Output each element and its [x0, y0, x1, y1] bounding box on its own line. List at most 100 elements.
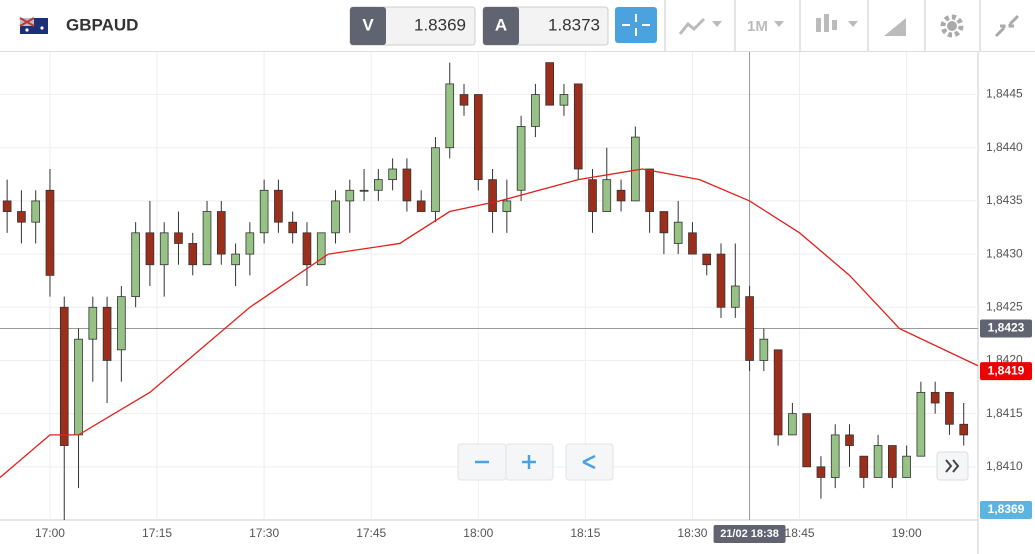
timeframe-button[interactable]: 1M: [747, 18, 784, 35]
candle-body: [688, 232, 697, 255]
crosshair-button[interactable]: [615, 7, 657, 43]
candle-body: [816, 466, 826, 478]
candle-body: [202, 211, 212, 266]
candle-body: [659, 211, 669, 234]
candle-body: [2, 200, 12, 212]
y-tick-label: 1,8415: [986, 406, 1023, 420]
ask-price: 1.8373: [548, 15, 600, 34]
flag: [19, 17, 48, 34]
candle-body: [359, 189, 369, 192]
candle-body: [902, 455, 911, 478]
bid-tag: [980, 501, 1032, 519]
x-tick-label: 18:30: [677, 526, 707, 540]
candle-body: [245, 232, 255, 255]
candle-body: [773, 349, 783, 436]
candle-body: [859, 455, 869, 478]
candle-body: [74, 338, 83, 436]
candle-body: [531, 94, 540, 127]
candle-body: [345, 189, 355, 202]
y-tick-label: 1,8410: [986, 459, 1023, 473]
bid-price: 1.8369: [414, 15, 466, 34]
candle-body: [573, 83, 583, 170]
chart: 1,84101,84151,84201,84251,84301,84351,84…: [0, 52, 1032, 554]
candle-body: [188, 243, 198, 266]
draw-button[interactable]: [884, 18, 906, 36]
candle-body: [131, 232, 140, 298]
candle-body: [374, 179, 383, 191]
x-tick-label: 19:00: [892, 526, 922, 540]
candle-body: [588, 179, 597, 212]
candle-body: [930, 391, 940, 404]
candle-body: [616, 189, 626, 202]
time-tag-label: 21/02 18:38: [720, 528, 779, 540]
candle-body: [559, 94, 569, 106]
candle-body: [516, 126, 526, 191]
candle-body: [388, 168, 397, 181]
zoom-out[interactable]: [457, 443, 507, 481]
ask-label-box: [483, 7, 519, 45]
candle-body: [102, 306, 112, 361]
x-tick-label: 17:30: [249, 526, 279, 540]
candle-style-button[interactable]: [816, 14, 858, 32]
y-tick-label: 1,8440: [986, 140, 1023, 154]
symbol: GBPAUD: [66, 15, 138, 34]
x-tick-label: 18:00: [463, 526, 493, 540]
price-tag-label: 1,8423: [988, 321, 1025, 335]
x-tick-label: 18:45: [785, 526, 815, 540]
candle-body: [502, 200, 512, 212]
chart-type-button[interactable]: [678, 17, 722, 35]
candle-body: [331, 200, 340, 234]
candle-body: [873, 445, 883, 478]
candle-body: [45, 189, 55, 276]
candle-body: [259, 189, 269, 234]
candle-body: [730, 285, 740, 308]
ask-label: A: [495, 15, 507, 34]
price-tag-label: 1,8419: [988, 363, 1025, 377]
candle-body: [445, 83, 455, 149]
toolbar: GBPAUD V 1.8369 A 1.8373 1M: [0, 0, 1035, 52]
zoom-in-icon: [522, 455, 536, 469]
candle-body: [959, 423, 969, 436]
bid-tag-label: 1,8369: [988, 502, 1025, 516]
candle-body: [416, 200, 426, 212]
candle-body: [788, 413, 797, 436]
candle-body: [545, 62, 555, 106]
candle-body: [31, 200, 41, 223]
candle-body: [802, 413, 811, 468]
y-tick-label: 1,8425: [986, 299, 1023, 313]
share[interactable]: [565, 443, 614, 481]
scroll-right-icon: [945, 459, 960, 473]
candle-body: [602, 179, 612, 212]
candle-body: [845, 434, 854, 446]
candle-body: [759, 338, 769, 361]
bid-label: V: [362, 15, 374, 34]
candle-body: [288, 221, 298, 234]
candle-body: [645, 168, 654, 212]
share-icon: [582, 454, 596, 470]
price-tag: [980, 362, 1032, 381]
moving-average: [0, 168, 979, 478]
candle-body: [473, 94, 483, 181]
zoom-in[interactable]: [505, 443, 554, 481]
y-tick-label: 1,8435: [986, 193, 1023, 207]
candle-body: [673, 221, 683, 244]
candle-body: [459, 94, 469, 106]
candle-body: [631, 136, 640, 202]
y-tick-label: 1,8445: [986, 87, 1023, 101]
share-bg: [565, 443, 614, 481]
timeframe: 1M: [747, 18, 768, 35]
candle-body: [88, 306, 98, 340]
x-tick-label: 17:15: [142, 526, 172, 540]
settings-button[interactable]: [940, 14, 964, 38]
candle-body: [888, 445, 897, 478]
candle-body: [231, 253, 240, 266]
candle-body: [702, 253, 712, 266]
candle-body: [17, 211, 26, 223]
scroll-right-button[interactable]: [936, 451, 969, 481]
collapse-button[interactable]: [994, 14, 1020, 38]
candle-body: [830, 434, 840, 478]
candle-body: [117, 296, 126, 351]
x-tick-label: 17:00: [35, 526, 65, 540]
candle-body: [916, 391, 926, 457]
